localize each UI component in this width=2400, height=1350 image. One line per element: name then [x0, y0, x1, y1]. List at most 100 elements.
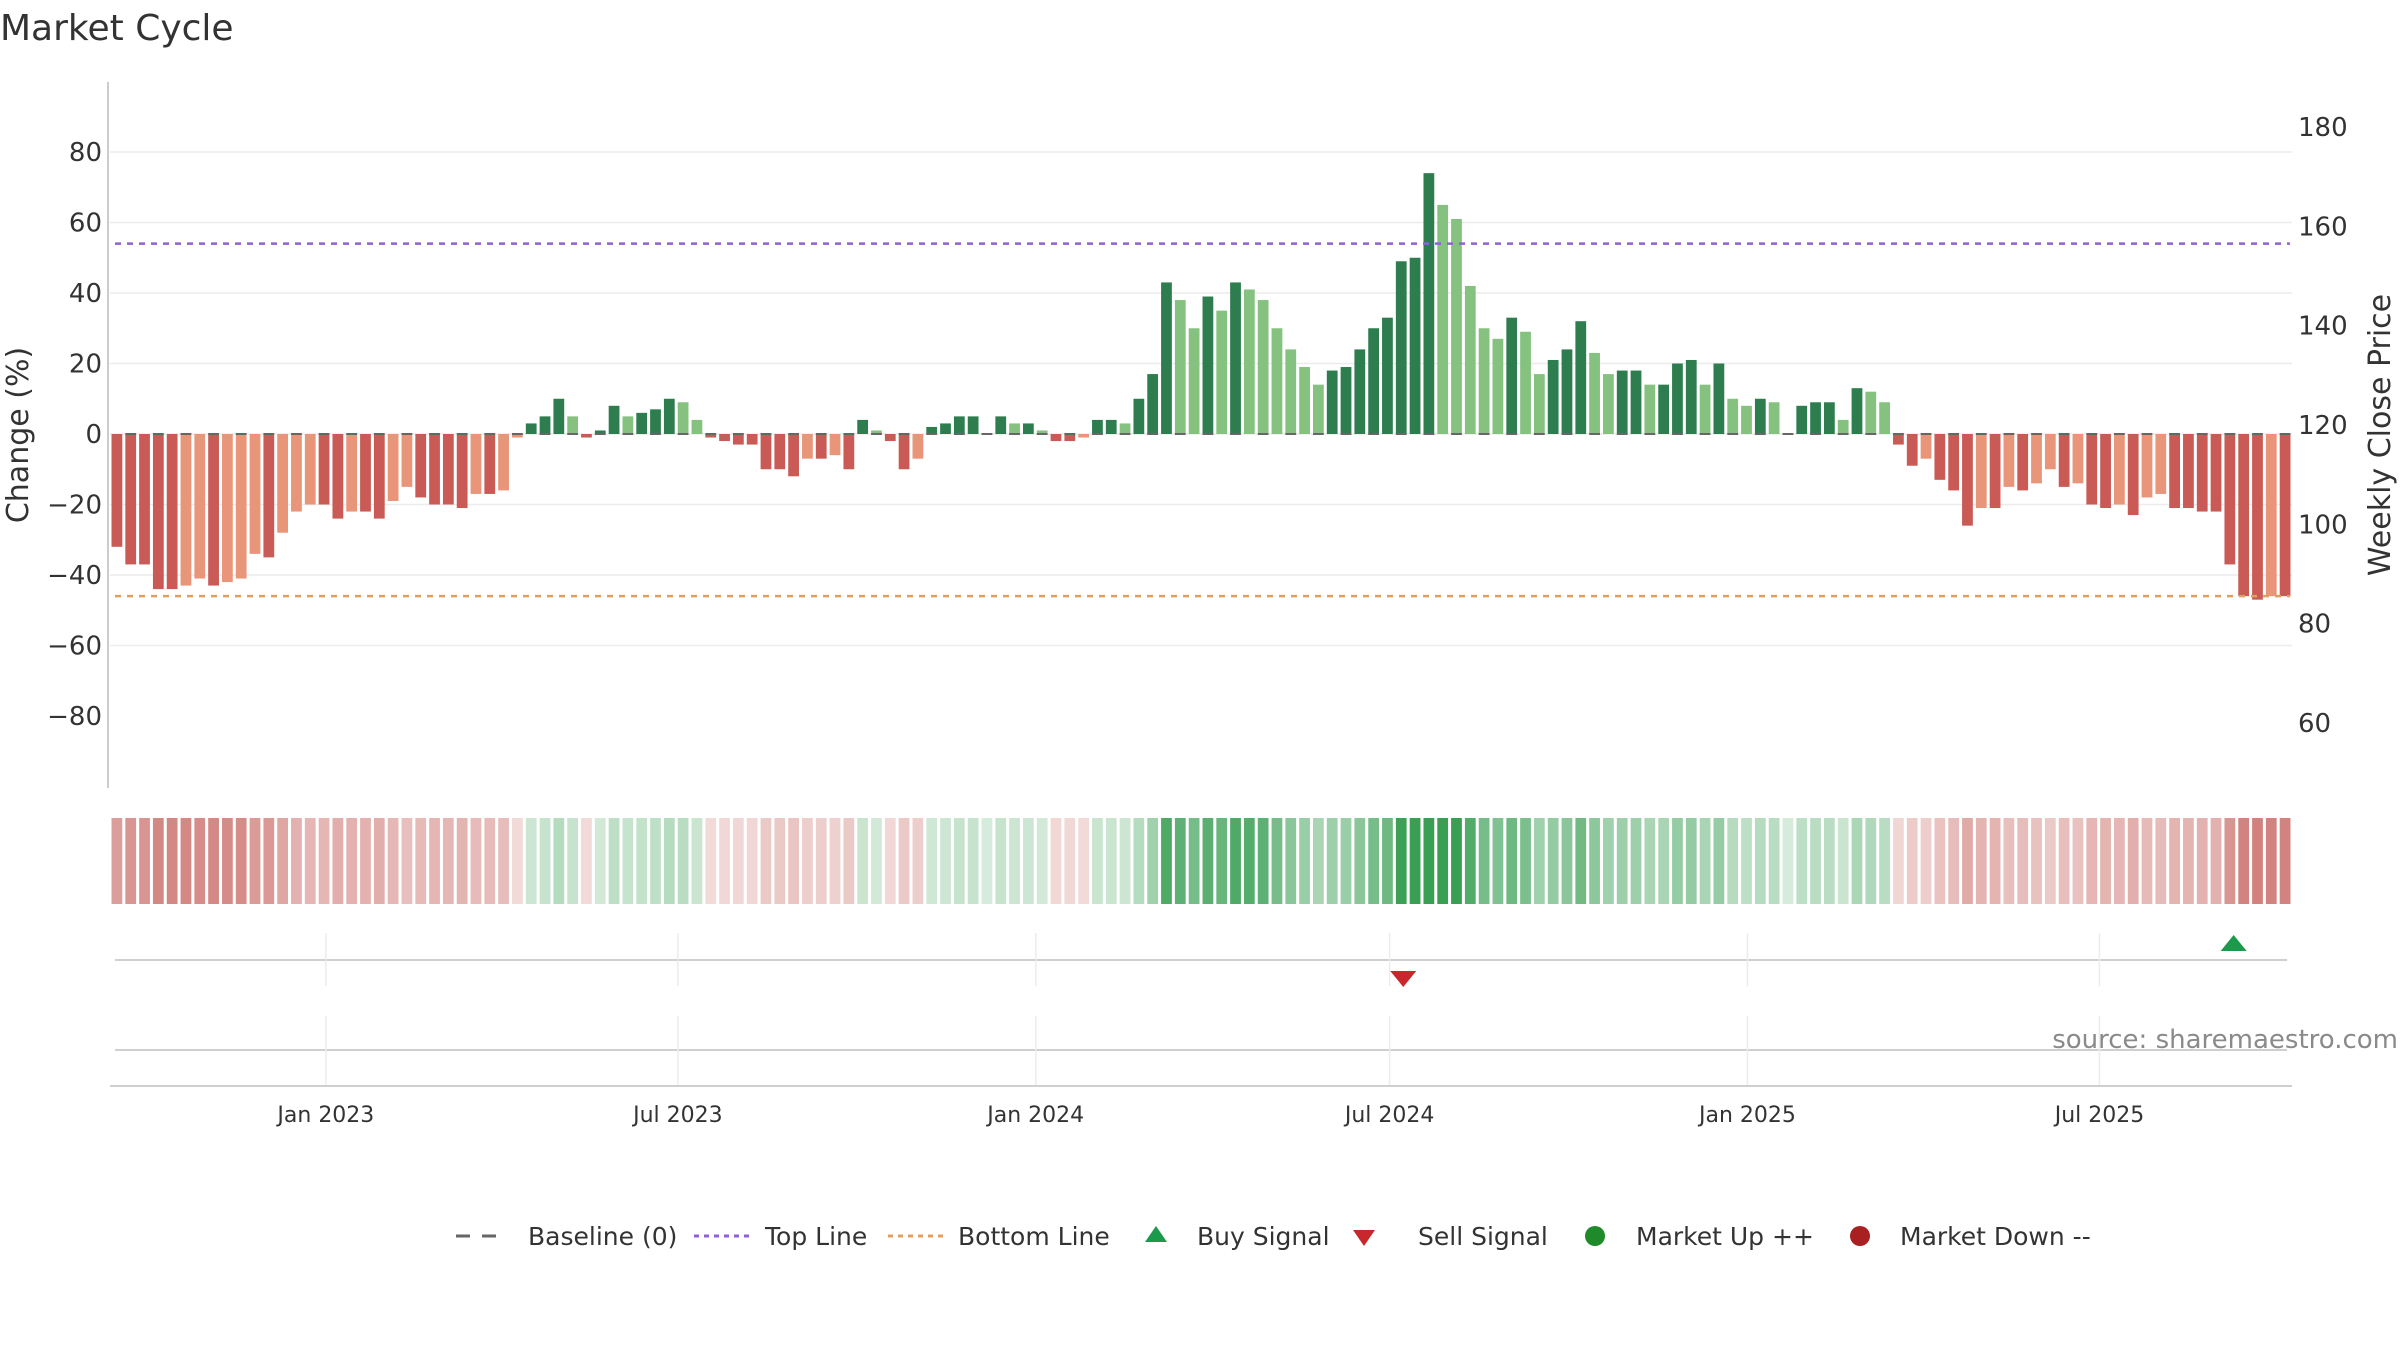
heat-cell	[967, 818, 979, 904]
bar	[1285, 349, 1297, 434]
bar	[277, 434, 289, 533]
heat-cell	[1906, 818, 1918, 904]
heat-cell	[802, 818, 813, 904]
heat-cell	[1713, 818, 1725, 904]
heat-cell	[208, 818, 219, 904]
heat-cell	[1133, 818, 1145, 904]
bar	[2031, 434, 2042, 484]
bar	[705, 434, 717, 438]
heat-cell	[815, 818, 827, 904]
heat-cell	[2058, 818, 2070, 904]
heat-cell	[401, 818, 413, 904]
heat-cell	[249, 818, 261, 904]
bar	[1243, 289, 1255, 434]
bar	[1382, 317, 1393, 434]
heat-cell	[788, 818, 799, 904]
bar	[1437, 204, 1449, 434]
market-panel	[110, 1049, 2292, 1087]
bar	[774, 434, 786, 470]
bar	[1009, 423, 1020, 434]
y2-tick-label: 160	[2298, 212, 2348, 242]
heat-cell	[2086, 818, 2098, 904]
bar	[815, 434, 827, 459]
heat-cell	[581, 818, 592, 904]
bar	[995, 416, 1007, 434]
bar	[829, 434, 841, 456]
heat-cell	[1202, 818, 1214, 904]
bar	[1202, 296, 1214, 434]
heat-cell	[981, 818, 993, 904]
bar	[373, 434, 385, 519]
bar	[152, 434, 164, 590]
heat-cell	[1520, 818, 1531, 904]
bar	[484, 434, 496, 494]
legend: Baseline (0) Top Line Bottom Line Buy Si…	[456, 1222, 2091, 1251]
heat-cell	[953, 818, 965, 904]
heat-cell	[1768, 818, 1780, 904]
heat-cell	[2141, 818, 2153, 904]
bar	[180, 434, 192, 586]
heat-cell	[277, 818, 289, 904]
bar	[2072, 434, 2084, 484]
heat-cell	[1009, 818, 1020, 904]
bar	[1105, 419, 1117, 434]
bar	[843, 434, 855, 470]
bar	[677, 402, 689, 434]
heat-cell	[318, 818, 330, 904]
heat-cell	[539, 818, 551, 904]
bar	[1036, 430, 1048, 434]
heat-cell	[760, 818, 772, 904]
bar	[2141, 434, 2153, 498]
heat-cell	[1533, 818, 1545, 904]
heat-cell	[1975, 818, 1987, 904]
bar	[125, 434, 137, 565]
heat-cell	[1354, 818, 1366, 904]
heat-cell	[1285, 818, 1297, 904]
bar	[1340, 367, 1352, 434]
heat-cell	[525, 818, 537, 904]
bar	[1741, 405, 1752, 434]
heat-cell	[1782, 818, 1794, 904]
bar	[429, 434, 440, 505]
bar	[1354, 349, 1366, 434]
heat-cell	[111, 818, 123, 904]
bar	[1451, 218, 1462, 434]
bar	[691, 419, 703, 434]
heat-cell	[470, 818, 482, 904]
x-tick-label: Jul 2024	[1343, 1103, 1435, 1128]
heat-cell	[1837, 818, 1849, 904]
heat-cell	[442, 818, 454, 904]
bar	[1423, 173, 1435, 434]
heat-cell	[2265, 818, 2277, 904]
bar	[719, 434, 730, 442]
heat-cell	[2031, 818, 2042, 904]
bar	[1893, 434, 1904, 445]
bar	[1409, 257, 1421, 434]
bar	[1478, 328, 1490, 434]
heat-cell	[166, 818, 178, 904]
bar	[1119, 423, 1131, 434]
gridlines	[110, 151, 2292, 647]
y2-tick-label: 80	[2298, 610, 2331, 640]
bar	[884, 434, 896, 442]
heat-cell	[1865, 818, 1877, 904]
heat-cell	[1796, 818, 1808, 904]
heat-cell	[456, 818, 468, 904]
legend-label-market-down: Market Down --	[1900, 1222, 2091, 1251]
bar	[967, 416, 979, 434]
bar	[2086, 434, 2098, 505]
heat-cell	[746, 818, 758, 904]
x-tick-label: Jul 2023	[631, 1103, 723, 1128]
bar	[2003, 434, 2015, 487]
bar	[1713, 363, 1725, 434]
heat-cell	[2113, 818, 2125, 904]
y2-tick-label: 180	[2298, 113, 2348, 143]
heat-cell	[898, 818, 910, 904]
y2-tick-label: 100	[2298, 510, 2348, 540]
heat-cell	[1575, 818, 1587, 904]
bar	[415, 434, 427, 498]
bar	[498, 434, 509, 491]
bar	[263, 434, 275, 558]
heat-cell	[1188, 818, 1200, 904]
bar	[291, 434, 302, 512]
